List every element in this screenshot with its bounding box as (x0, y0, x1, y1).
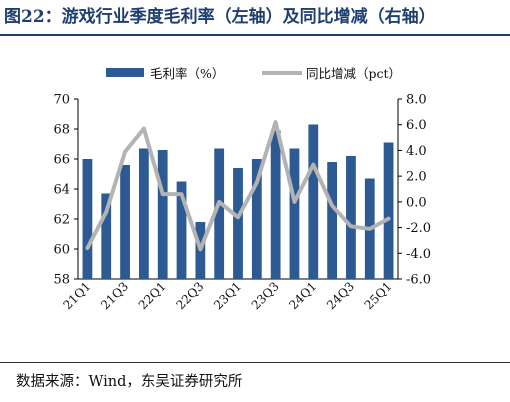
bar-gross-margin (120, 165, 130, 279)
chart-title: 图22：游戏行业季度毛利率（左轴）及同比增减（右轴） (4, 7, 436, 27)
right-tick-label: 0.0 (406, 195, 427, 210)
bar-gross-margin (233, 168, 243, 279)
x-tick-label: 23Q1 (211, 279, 244, 312)
left-tick-label: 64 (53, 183, 70, 198)
chart-area: 毛利率（%） 同比增减（pct） 58 60 62 64 66 68 70 -6.0 -4.0 -… (0, 36, 510, 336)
x-tick-label: 24Q1 (286, 279, 319, 312)
plot-area: 58 60 62 64 66 68 70 -6.0 -4.0 -2.0 0.0 2.0 4.0 6.0 8.… (53, 93, 431, 313)
legend-label-line: 同比增减（pct） (306, 66, 401, 81)
right-tick-label: -4.0 (406, 247, 431, 262)
right-tick-label: 6.0 (406, 118, 427, 133)
bar-gross-margin (138, 148, 149, 279)
left-tick-label: 58 (53, 273, 70, 288)
bar-gross-margin (289, 148, 300, 279)
bar-gross-margin (346, 156, 356, 279)
left-tick-label: 62 (53, 213, 70, 228)
legend-label-bar: 毛利率（%） (150, 66, 224, 81)
x-tick-label: 23Q3 (249, 279, 282, 312)
x-tick-label: 25Q1 (362, 279, 395, 312)
right-tick-label: -2.0 (406, 221, 431, 236)
x-tick-label: 22Q1 (136, 279, 169, 312)
right-tick-label: 4.0 (406, 144, 427, 159)
bar-gross-margin (214, 148, 225, 279)
left-tick-label: 66 (53, 153, 70, 168)
bar-gross-margin (251, 159, 262, 279)
bar-gross-margin (270, 130, 281, 279)
right-tick-label: 8.0 (406, 93, 427, 108)
left-tick-label: 60 (53, 243, 70, 258)
bar-gross-margin (383, 142, 394, 279)
bar-gross-margin (82, 159, 93, 279)
combo-chart: 毛利率（%） 同比增减（pct） 58 60 62 64 66 68 70 -6.0 -4.0 -… (53, 66, 431, 313)
bar-gross-margin (308, 124, 319, 279)
left-tick-label: 70 (53, 93, 70, 108)
bar-gross-margin (176, 181, 187, 279)
source-divider (0, 362, 510, 363)
x-tick-label: 24Q3 (324, 279, 357, 312)
legend: 毛利率（%） 同比增减（pct） (106, 66, 401, 81)
bar-gross-margin (327, 162, 338, 279)
left-tick-label: 68 (53, 123, 70, 138)
title-divider (0, 34, 510, 36)
legend-swatch-bar (106, 68, 144, 77)
bar-gross-margin (101, 193, 112, 279)
right-tick-label: 2.0 (406, 170, 427, 185)
x-tick-label: 22Q3 (173, 279, 206, 312)
bar-gross-margin (157, 150, 168, 279)
x-tick-label: 21Q3 (98, 279, 131, 312)
right-tick-label: -6.0 (406, 273, 431, 288)
source-note: 数据来源：Wind，东吴证券研究所 (16, 374, 243, 390)
